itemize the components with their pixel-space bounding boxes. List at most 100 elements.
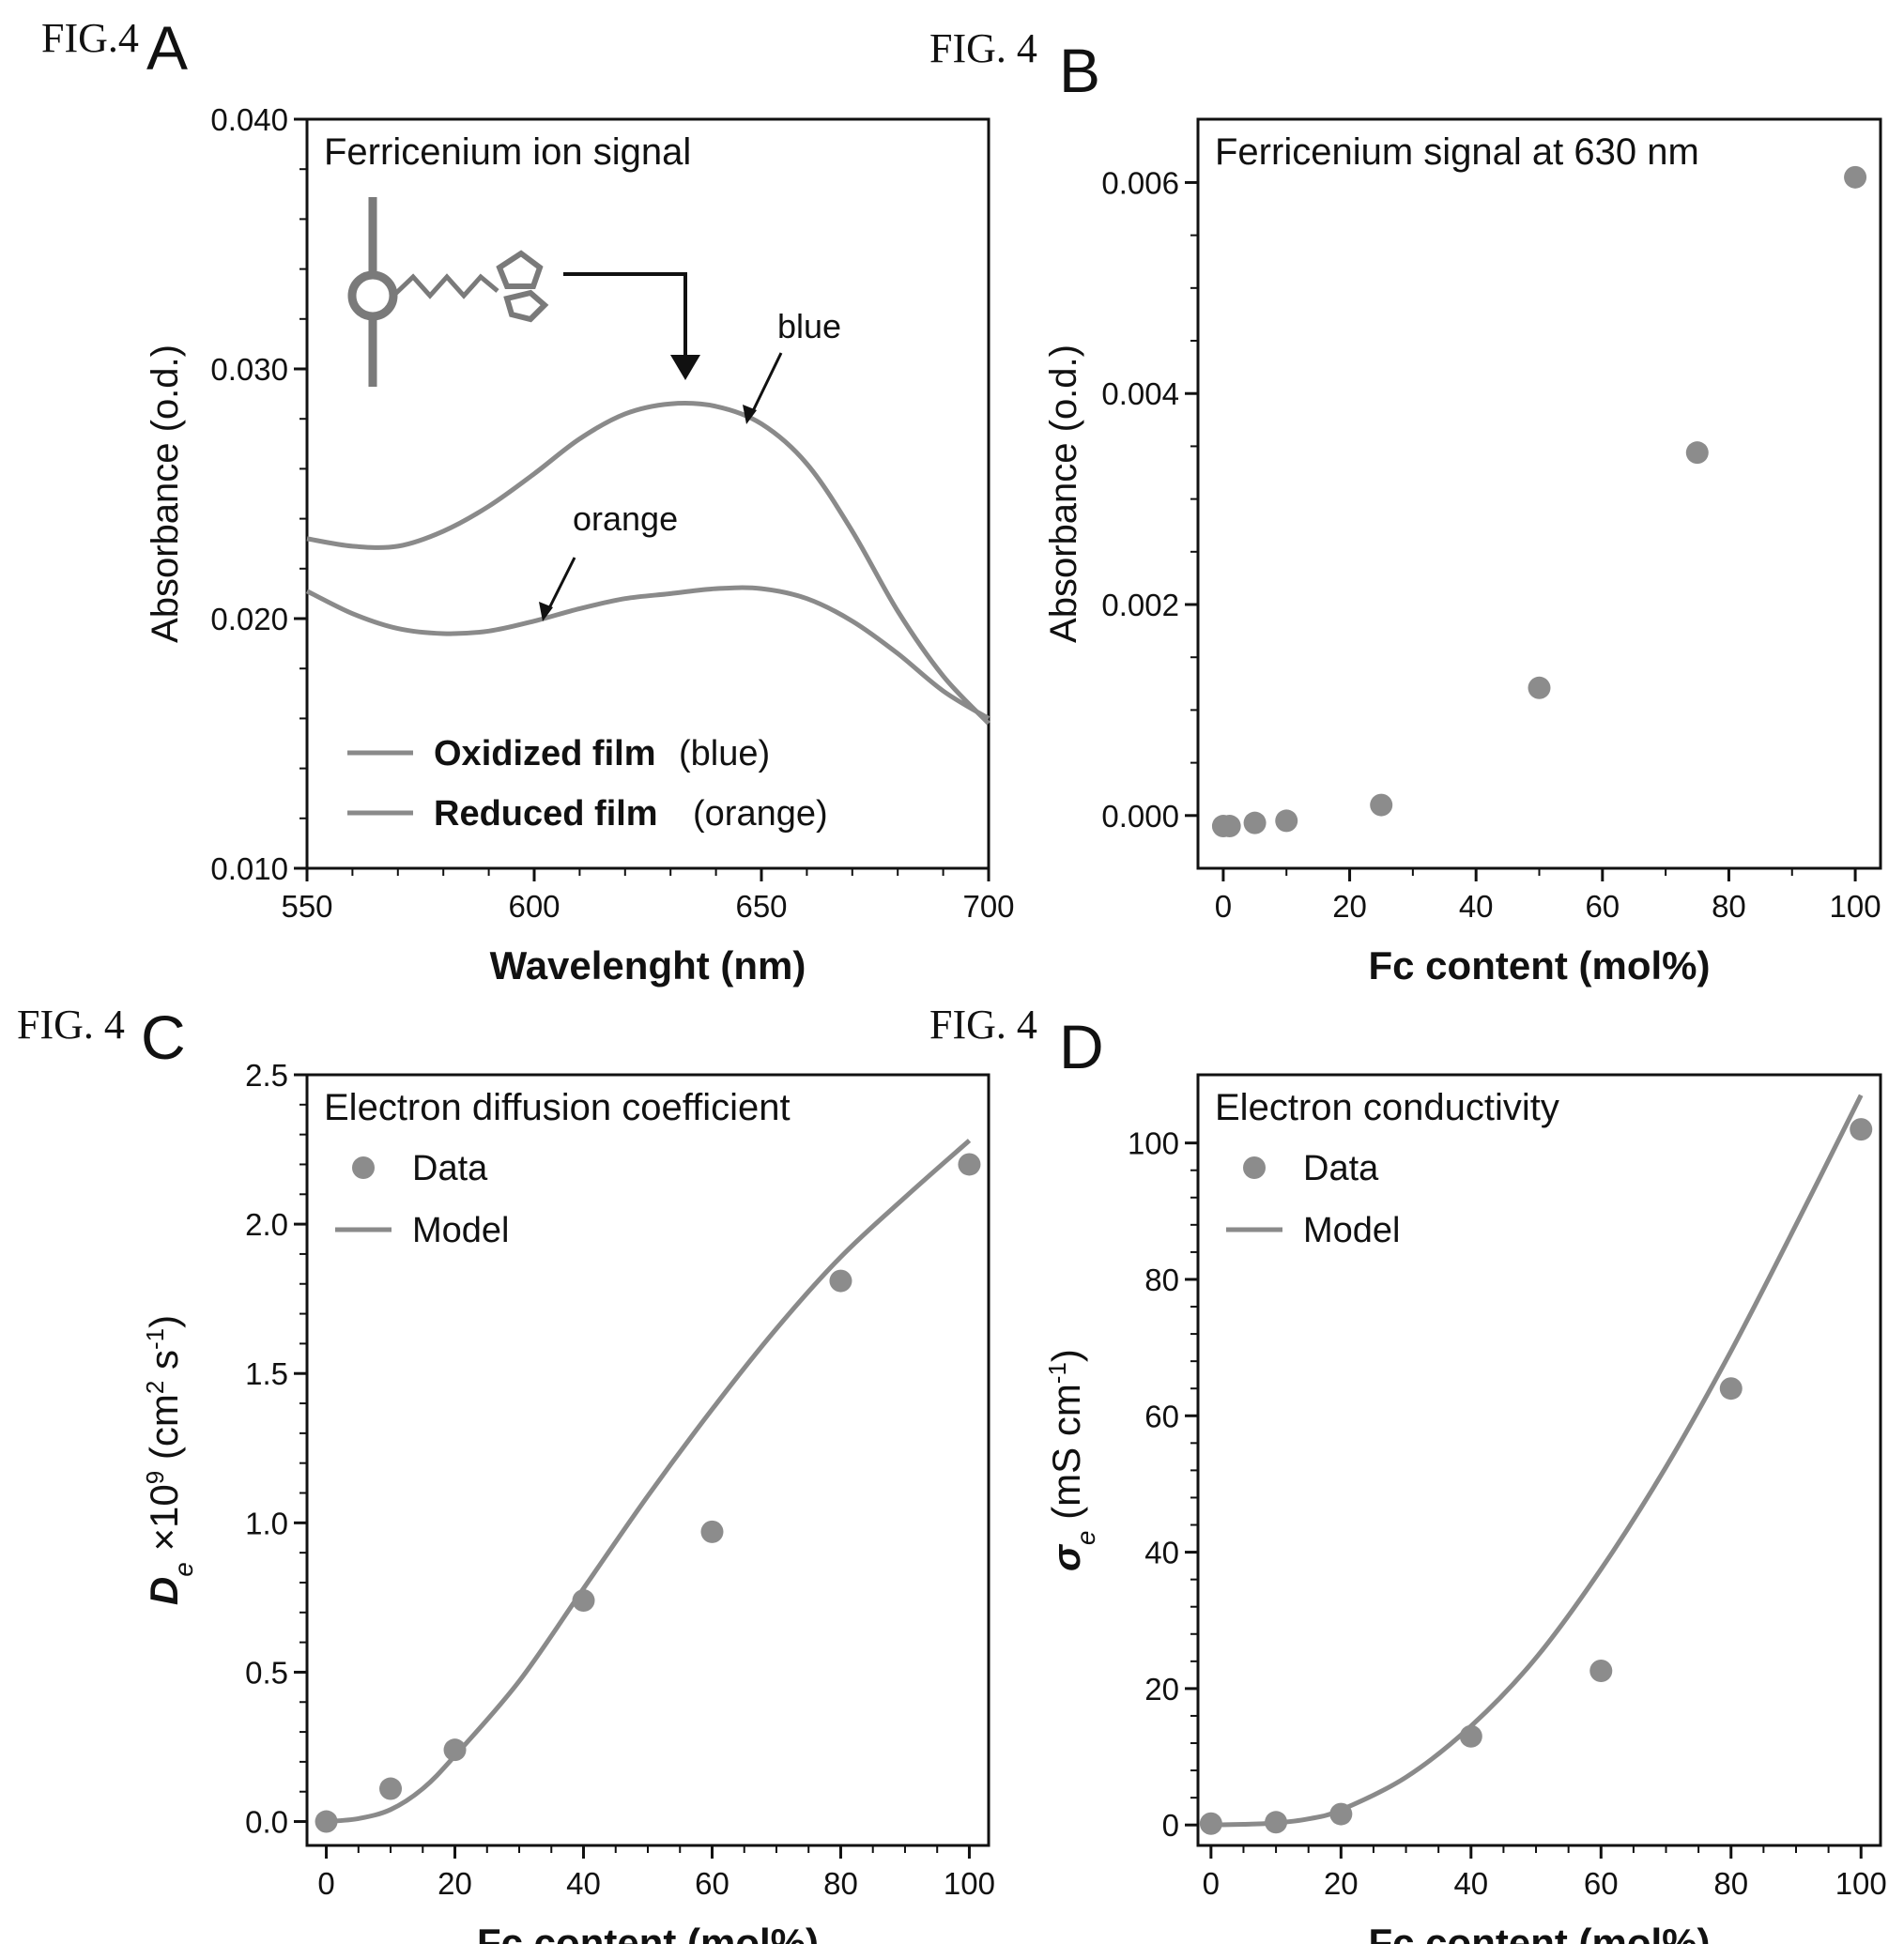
data-point	[1243, 811, 1267, 834]
data-point	[958, 1153, 981, 1176]
fig-label-B-prefix: FIG. 4	[929, 25, 1037, 71]
annotation-blue-arrowhead	[743, 405, 757, 424]
data-point	[1850, 1118, 1873, 1141]
legend-label-model: Model	[412, 1211, 510, 1250]
y-tick-label: 0.020	[210, 602, 288, 636]
data-point	[1719, 1377, 1743, 1401]
y-axis-label: De ×109 (cm2 s-1)	[141, 1315, 198, 1605]
x-tick-label: 100	[944, 1866, 995, 1901]
plot-frame	[1196, 1073, 1882, 1847]
data-point	[1589, 1660, 1613, 1683]
x-tick-label: 700	[962, 889, 1014, 924]
y-axis-label-part: (mS cm	[1044, 1384, 1088, 1530]
data-point	[1329, 1802, 1353, 1826]
y-tick-label: 20	[1144, 1672, 1179, 1707]
x-tick-label: 60	[1584, 1866, 1619, 1901]
y-axis-label-part: (cm	[142, 1394, 186, 1471]
panel-C-chart: 0 20 40 60 80 100 0.0 0.5 1.0 1.5 2.0 2.5 Fc content…	[141, 1058, 995, 1944]
y-tick-label: 80	[1144, 1263, 1179, 1297]
fig-label-D-letter: D	[1059, 1012, 1104, 1081]
y-tick-label: 2.5	[245, 1058, 288, 1093]
fig-label-B-letter: B	[1059, 36, 1100, 105]
plot-frame	[305, 1073, 990, 1847]
x-tick-label: 550	[281, 889, 332, 924]
x-tick-label: 0	[317, 1866, 334, 1901]
oxidized-film-line	[306, 401, 990, 726]
y-axis-label-part: e	[1071, 1530, 1100, 1545]
x-axis-label: Fc content (mol%)	[477, 1921, 819, 1944]
fig-label-C-letter: C	[141, 1003, 186, 1072]
y-axis-label: σe (mS cm-1)	[1043, 1349, 1100, 1571]
model-line	[1210, 1094, 1864, 1828]
data-point	[1459, 1724, 1482, 1748]
x-tick-label: 20	[1332, 889, 1367, 924]
legend-note-oxidized: (blue)	[679, 734, 770, 773]
y-tick-label: 0.040	[210, 102, 288, 137]
data-point	[315, 1810, 338, 1833]
chart-title: Ferricenium ion signal	[324, 131, 691, 173]
y-tick-label: 0.004	[1101, 376, 1179, 411]
y-axis-label-part: )	[142, 1315, 186, 1328]
x-tick-label: 100	[1830, 889, 1881, 924]
panel-D-chart: 0 20 40 60 80 100 0 20 40 60 80 100 Fc content (mol%…	[1043, 1073, 1887, 1944]
ferrocene-molecule-sketch	[347, 197, 549, 387]
plot-frame	[305, 117, 990, 870]
x-tick-label: 40	[1453, 1866, 1488, 1901]
y-axis-label: Absorbance (o.d.)	[1043, 344, 1084, 643]
legend-swatch-data	[352, 1156, 375, 1179]
y-tick-label: 0.030	[210, 352, 288, 387]
y-tick-label: 2.0	[245, 1207, 288, 1242]
data-point	[443, 1738, 467, 1762]
y-tick-label: 0.0	[245, 1805, 288, 1840]
fig-label-A-prefix: FIG.4	[41, 15, 139, 61]
chart-title: Electron diffusion coefficient	[324, 1087, 791, 1128]
y-axis-label-part: 2	[141, 1381, 169, 1394]
y-tick-label: 1.0	[245, 1506, 288, 1540]
x-tick-label: 20	[1324, 1866, 1359, 1901]
y-tick-label: 1.5	[245, 1356, 288, 1391]
y-axis-label-part: s	[142, 1350, 186, 1381]
x-tick-label: 80	[1713, 1866, 1748, 1901]
data-point	[572, 1589, 595, 1613]
y-tick-label: 100	[1128, 1126, 1179, 1161]
y-tick-label: 0	[1162, 1808, 1179, 1843]
panel-B-chart: 0 20 40 60 80 100 0.000 0.002 0.004 0.006 Fc conte…	[1043, 117, 1882, 987]
y-axis-label-part: 9	[141, 1471, 169, 1484]
data-point	[1199, 1812, 1222, 1835]
data-point	[1528, 676, 1551, 699]
model-line	[326, 1139, 972, 1824]
y-axis-label-part: ×10	[142, 1484, 186, 1562]
y-axis-label-part: σ	[1044, 1543, 1088, 1571]
y-tick-label: 0.010	[210, 851, 288, 886]
x-tick-label: 0	[1215, 889, 1232, 924]
data-point	[700, 1520, 724, 1543]
data-point	[1844, 165, 1867, 189]
legend-label-data: Data	[412, 1149, 488, 1188]
legend-note-reduced: (orange)	[693, 794, 828, 834]
x-tick-label: 80	[823, 1866, 858, 1901]
legend-label-data: Data	[1303, 1149, 1379, 1188]
y-axis-label-part: e	[169, 1562, 198, 1577]
x-axis-label: Fc content (mol%)	[1369, 1921, 1711, 1944]
data-point	[1265, 1811, 1288, 1834]
legend-label-model: Model	[1303, 1211, 1401, 1250]
y-axis-label-part: )	[1044, 1349, 1088, 1362]
panel-A-chart: 550 600 650 700 0.010 0.020 0.030 0.040 Waveleng…	[145, 102, 1015, 987]
x-tick-label: 20	[438, 1866, 472, 1901]
y-tick-label: 0.5	[245, 1655, 288, 1690]
x-tick-label: 60	[1585, 889, 1620, 924]
x-tick-label: 600	[508, 889, 560, 924]
plot-frame	[1196, 117, 1882, 870]
fig-label-D-prefix: FIG. 4	[929, 1002, 1037, 1048]
x-tick-label: 60	[695, 1866, 729, 1901]
data-point	[829, 1269, 852, 1293]
molecule-cp-ring-top	[496, 250, 544, 289]
molecule-chain	[392, 273, 499, 299]
y-tick-label: 60	[1144, 1399, 1179, 1433]
annotation-blue: blue	[777, 307, 841, 345]
annotation-orange-arrow-line	[545, 557, 576, 613]
data-point	[1218, 815, 1241, 838]
y-tick-label: 0.002	[1101, 588, 1179, 622]
annotation-orange-arrowhead	[539, 602, 553, 621]
data-point	[1685, 441, 1709, 465]
